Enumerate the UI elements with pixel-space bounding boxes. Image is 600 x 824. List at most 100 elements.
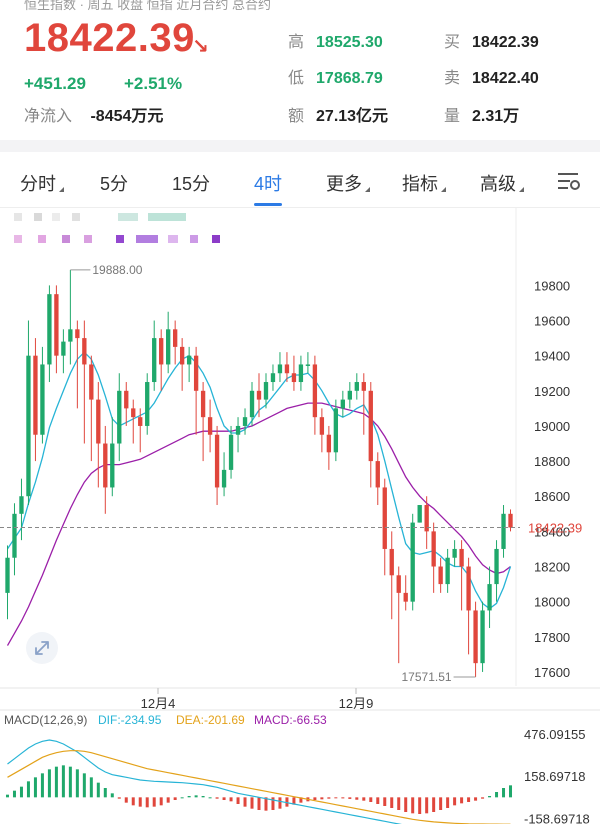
chart-settings-icon[interactable] bbox=[556, 170, 582, 192]
candle-body bbox=[368, 390, 373, 462]
candlestick-chart[interactable]: 19800 19600 19400 19200 19000 18800 18600 18400… bbox=[0, 208, 600, 824]
candle-body bbox=[340, 399, 346, 409]
candle-body bbox=[417, 505, 422, 523]
macd-histogram-bar bbox=[369, 797, 373, 802]
candle-body bbox=[89, 364, 94, 400]
candle-body bbox=[166, 329, 171, 365]
macd-dif-label: DIF:-234.95 bbox=[98, 713, 162, 727]
macd-histogram-bar bbox=[187, 796, 191, 798]
macd-histogram-bar bbox=[26, 781, 30, 798]
candle-body bbox=[26, 355, 31, 497]
tab-4hour[interactable]: 4时 bbox=[254, 170, 282, 196]
tab-5min[interactable]: 5分 bbox=[100, 170, 128, 196]
macd-histogram-bar bbox=[152, 797, 156, 807]
candle-body bbox=[61, 341, 66, 356]
macd-histogram-bar bbox=[418, 797, 422, 814]
candle-body bbox=[40, 364, 45, 435]
sell-value: 18422.40 bbox=[472, 70, 539, 87]
macd-histogram-bar bbox=[488, 796, 492, 798]
macd-histogram-bar bbox=[131, 797, 135, 806]
candle-body bbox=[117, 390, 122, 444]
macd-histogram-bar bbox=[502, 788, 506, 798]
macd-histogram-bar bbox=[271, 797, 275, 810]
tab-advanced[interactable]: 高级 bbox=[480, 170, 524, 196]
macd-histogram-bar bbox=[33, 777, 37, 798]
macd-histogram-bar bbox=[47, 769, 51, 798]
macd-histogram-bar bbox=[54, 766, 58, 798]
candle-body bbox=[382, 487, 387, 549]
macd-histogram-bar bbox=[362, 797, 366, 801]
macd-histogram-bar bbox=[236, 797, 240, 804]
tab-intraday-label: 分时 bbox=[20, 174, 56, 194]
macd-histogram-bar bbox=[166, 797, 170, 803]
tab-indicators[interactable]: 指标 bbox=[402, 170, 446, 196]
candle-body bbox=[319, 417, 325, 435]
macd-histogram-bar bbox=[89, 777, 93, 798]
macd-histogram-bar bbox=[432, 797, 436, 812]
candle-body bbox=[466, 566, 471, 611]
candle-body bbox=[242, 417, 248, 426]
high-label: 高 bbox=[288, 34, 305, 51]
macd-histogram-bar bbox=[243, 797, 247, 807]
zoom-button[interactable] bbox=[26, 632, 58, 664]
candle-body bbox=[480, 610, 485, 664]
tab-more[interactable]: 更多 bbox=[326, 170, 370, 196]
volume-stat: 量 2.31万 bbox=[444, 102, 519, 126]
active-tab-underline bbox=[254, 203, 282, 206]
candle-body bbox=[207, 417, 213, 435]
price-tick-label: 19200 bbox=[534, 384, 570, 399]
macd-histogram-bar bbox=[40, 773, 44, 798]
candle-body bbox=[179, 346, 185, 365]
corner-indicator-icon bbox=[441, 187, 446, 192]
down-right-arrow-icon: ↘ bbox=[192, 36, 209, 58]
tab-indicators-label: 指标 bbox=[402, 174, 438, 194]
macd-histogram-bar bbox=[495, 792, 499, 798]
tab-15min[interactable]: 15分 bbox=[172, 170, 210, 196]
annotations: 18422.39 19888.00 17571.51 bbox=[0, 263, 582, 684]
macd-axis-label: 158.69718 bbox=[524, 769, 585, 784]
tab-intraday[interactable]: 分时 bbox=[20, 170, 64, 196]
candle-body bbox=[228, 434, 234, 470]
candle-body bbox=[347, 390, 352, 400]
candle-body bbox=[124, 390, 129, 409]
macd-histogram-bar bbox=[96, 782, 100, 798]
low-stat: 低 17868.79 bbox=[288, 64, 383, 88]
amount-label: 额 bbox=[288, 108, 305, 125]
candle-body bbox=[145, 382, 150, 426]
macd-histogram-bar bbox=[285, 797, 289, 807]
net-inflow-value: -8454万元 bbox=[90, 108, 164, 125]
macd-axis-label: 476.09155 bbox=[524, 727, 585, 742]
candle-body bbox=[110, 443, 115, 488]
macd-histogram-bar bbox=[383, 797, 387, 806]
candle-body bbox=[305, 364, 311, 366]
macd-histogram-bar bbox=[404, 797, 408, 812]
price-tick-label: 18400 bbox=[534, 524, 570, 539]
candle-body bbox=[424, 505, 429, 532]
macd-histogram-bar bbox=[194, 795, 198, 798]
macd-axis-label: -158.69718 bbox=[524, 811, 590, 824]
candle-body bbox=[200, 390, 206, 418]
macd-histogram-bar bbox=[411, 797, 415, 814]
quote-panel: 恒生指数 · 周五 收盘 恒指 近月合约 总合约 18422.39 ↘ +451… bbox=[0, 0, 600, 140]
corner-indicator-icon bbox=[365, 187, 370, 192]
macd-histogram-bar bbox=[138, 797, 142, 807]
high-stat: 高 18525.30 bbox=[288, 28, 383, 52]
candle-body bbox=[501, 513, 506, 549]
macd-histogram-bar bbox=[61, 765, 65, 798]
macd-histogram-bar bbox=[425, 797, 429, 814]
candle-body bbox=[389, 548, 394, 576]
macd-histogram-bar bbox=[201, 796, 205, 798]
macd-histogram-bar bbox=[327, 797, 331, 799]
price-axis: 19800 19600 19400 19200 19000 18800 18600 18400… bbox=[534, 278, 570, 680]
price-change-percent: +2.51% bbox=[124, 74, 183, 93]
macd-histogram-bar bbox=[215, 797, 219, 799]
macd-histogram-bar bbox=[299, 797, 303, 803]
tab-5min-label: 5分 bbox=[100, 174, 129, 194]
macd-histogram-bar bbox=[222, 797, 226, 800]
macd-histogram-bar bbox=[229, 797, 233, 802]
candles bbox=[5, 269, 513, 677]
price-tick-label: 19800 bbox=[534, 278, 570, 293]
ma-purple-line bbox=[6, 402, 511, 646]
candle-body bbox=[270, 373, 276, 383]
macd-histogram-bar bbox=[19, 786, 23, 798]
